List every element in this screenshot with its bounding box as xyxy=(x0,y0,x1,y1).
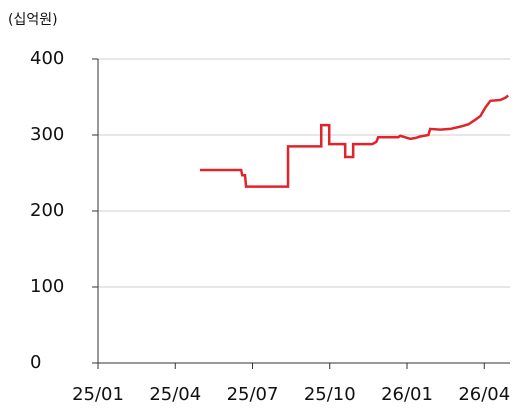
x-tick-label: 25/07 xyxy=(227,384,279,405)
y-tick-label: 300 xyxy=(30,124,64,145)
y-tick-label: 400 xyxy=(30,48,64,69)
x-tick-label: 25/04 xyxy=(149,384,201,405)
x-tick-label: 25/10 xyxy=(304,384,356,405)
y-tick-label: 0 xyxy=(30,352,41,373)
x-tick-label: 25/01 xyxy=(72,384,124,405)
y-tick-label: 200 xyxy=(30,200,64,221)
y-tick-label: 100 xyxy=(30,276,64,297)
unit-label: (십억원) xyxy=(8,12,58,28)
x-tick-label: 26/04 xyxy=(458,384,510,405)
data-line xyxy=(199,94,509,188)
x-tick-label: 26/01 xyxy=(381,384,433,405)
